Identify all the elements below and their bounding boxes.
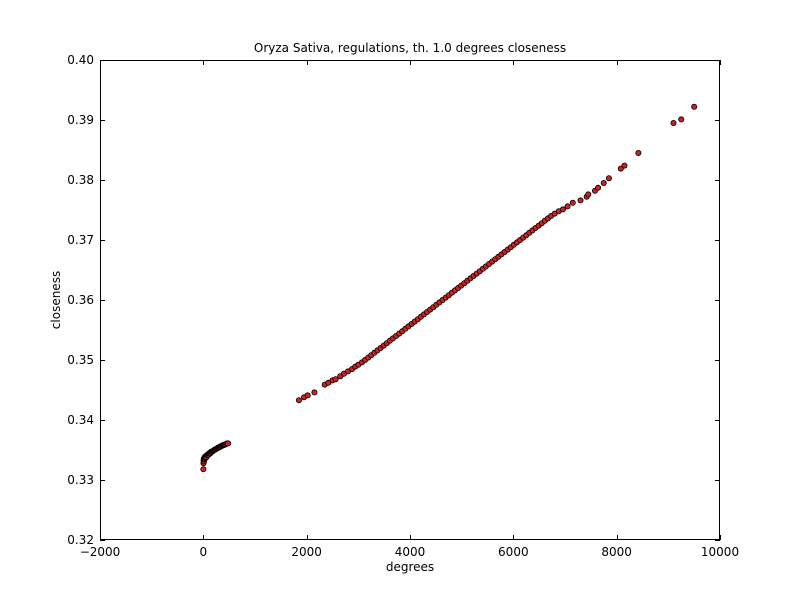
x-tick-label: 6000 <box>498 545 529 559</box>
data-point <box>635 149 642 156</box>
x-tick-label: −2000 <box>80 545 121 559</box>
data-point <box>691 103 698 110</box>
x-tick-label: 0 <box>200 545 208 559</box>
y-tick-label: 0.39 <box>67 113 94 127</box>
y-tick-label: 0.38 <box>67 173 94 187</box>
data-point <box>595 184 602 191</box>
data-point <box>311 389 318 396</box>
x-tick-label: 8000 <box>601 545 632 559</box>
y-tick-label: 0.33 <box>67 473 94 487</box>
y-axis-ticks: 0.32 0.33 0.34 0.35 0.36 0.37 0.38 0.39 0.40 <box>67 53 720 547</box>
y-axis-label: closeness <box>49 271 63 329</box>
y-tick-label: 0.32 <box>67 533 94 547</box>
x-tick-label: 4000 <box>395 545 426 559</box>
data-point <box>577 197 584 204</box>
y-tick-label: 0.36 <box>67 293 94 307</box>
data-point <box>569 199 576 206</box>
data-point <box>605 175 612 182</box>
y-tick-label: 0.34 <box>67 413 94 427</box>
x-axis-label: degrees <box>386 560 434 574</box>
data-point <box>678 116 685 123</box>
data-point <box>564 203 571 210</box>
x-axis-ticks: −2000 0 2000 4000 6000 8000 10000 <box>80 60 739 559</box>
x-tick-label: 2000 <box>291 545 322 559</box>
data-point <box>670 120 677 127</box>
data-point <box>600 179 607 186</box>
data-point <box>304 392 311 399</box>
data-point <box>332 376 339 383</box>
y-tick-label: 0.37 <box>67 233 94 247</box>
data-point <box>200 466 207 473</box>
data-point <box>621 162 628 169</box>
chart-title: Oryza Sativa, regulations, th. 1.0 degre… <box>254 41 566 55</box>
x-tick-label: 10000 <box>701 545 739 559</box>
data-points <box>200 103 698 473</box>
data-point <box>559 206 566 213</box>
y-tick-label: 0.35 <box>67 353 94 367</box>
data-point <box>295 397 302 404</box>
data-point <box>585 191 592 198</box>
y-tick-label: 0.40 <box>67 53 94 67</box>
data-point <box>225 440 232 447</box>
